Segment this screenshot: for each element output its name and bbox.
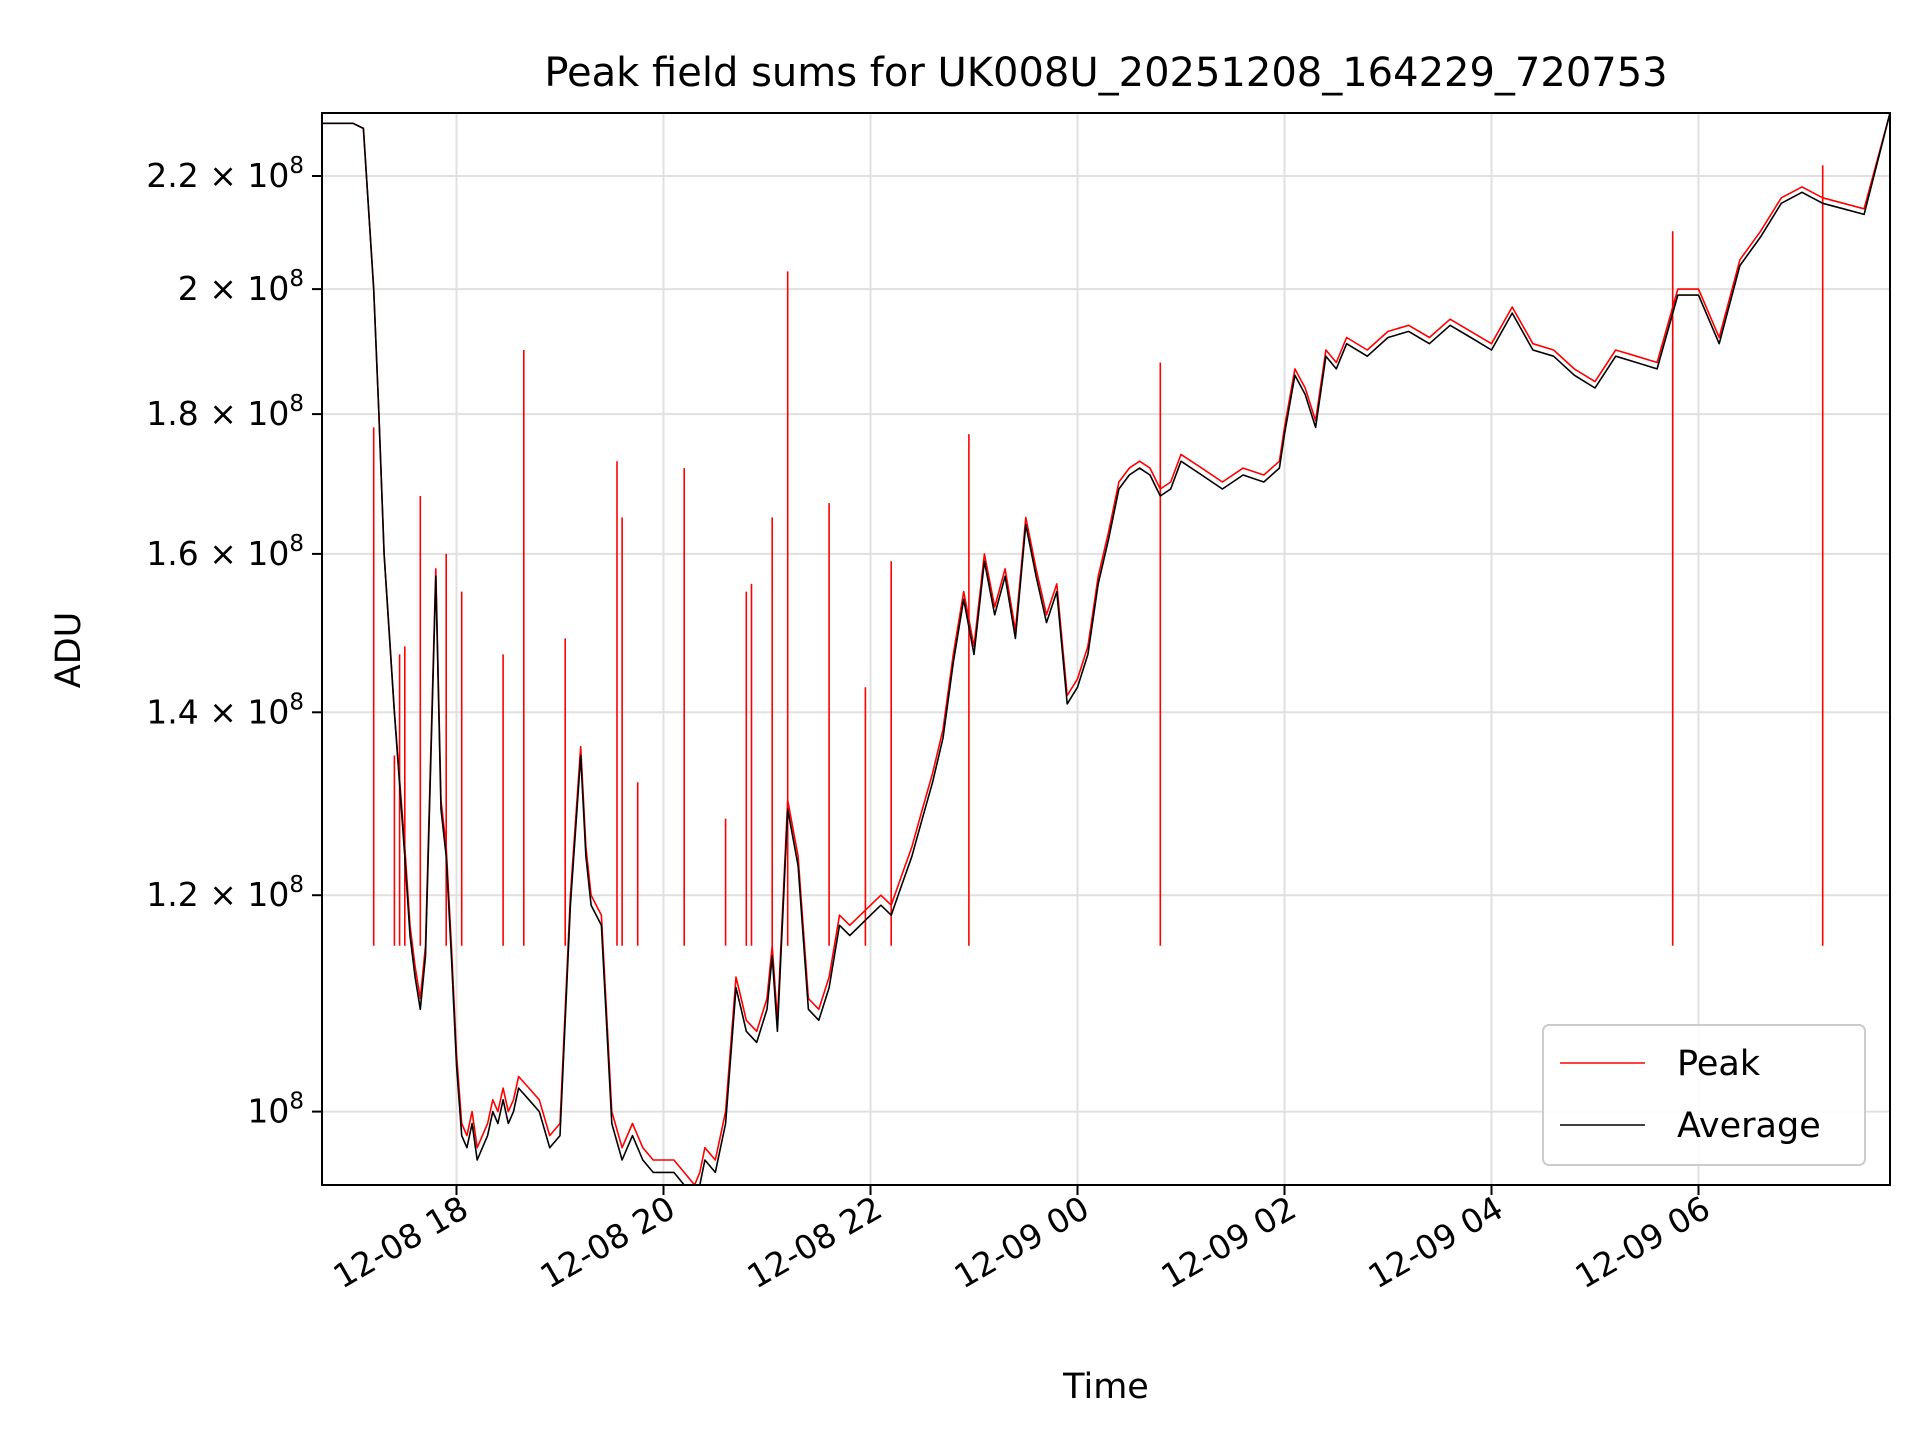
y-tick-exponent: 8 xyxy=(289,531,304,557)
y-tick-base: 1.4 × 10 xyxy=(146,692,289,731)
y-tick-base: 2.2 × 10 xyxy=(146,156,289,195)
series-layer xyxy=(322,113,1890,1185)
grid xyxy=(322,113,1890,1185)
y-tick-base: 1.2 × 10 xyxy=(146,875,289,914)
legend-label-peak: Peak xyxy=(1677,1044,1761,1084)
y-tick-exponent: 8 xyxy=(289,391,304,417)
y-tick-exponent: 8 xyxy=(289,266,304,292)
y-tick-exponent: 8 xyxy=(289,872,304,898)
legend-label-average: Average xyxy=(1677,1106,1821,1146)
y-tick-label: 2.2 × 108 xyxy=(146,153,304,195)
y-tick-exponent: 8 xyxy=(289,689,304,715)
y-tick-label: 1.2 × 108 xyxy=(146,872,304,914)
chart-title: Peak field sums for UK008U_20251208_1642… xyxy=(544,50,1667,96)
y-tick-base: 10 xyxy=(247,1092,289,1131)
y-tick-base: 1.8 × 10 xyxy=(146,394,289,433)
y-tick-base: 1.6 × 10 xyxy=(146,534,289,573)
y-tick-exponent: 8 xyxy=(289,1089,304,1115)
series-line-average xyxy=(322,113,1890,1185)
y-tick-label: 2 × 108 xyxy=(178,266,304,308)
y-tick-label: 1.8 × 108 xyxy=(146,391,304,433)
y-tick-label: 1.4 × 108 xyxy=(146,689,304,731)
y-tick-base: 2 × 10 xyxy=(178,269,290,308)
y-tick-label: 1.6 × 108 xyxy=(146,531,304,573)
legend-box xyxy=(1542,1024,1866,1166)
legend: Peak Average xyxy=(1542,1024,1866,1166)
plot-frame xyxy=(321,112,1891,1186)
y-tick-exponent: 8 xyxy=(289,153,304,179)
x-axis-label: Time xyxy=(1062,1367,1149,1407)
y-tick-label: 108 xyxy=(247,1089,304,1131)
y-axis-label: ADU xyxy=(49,612,89,689)
